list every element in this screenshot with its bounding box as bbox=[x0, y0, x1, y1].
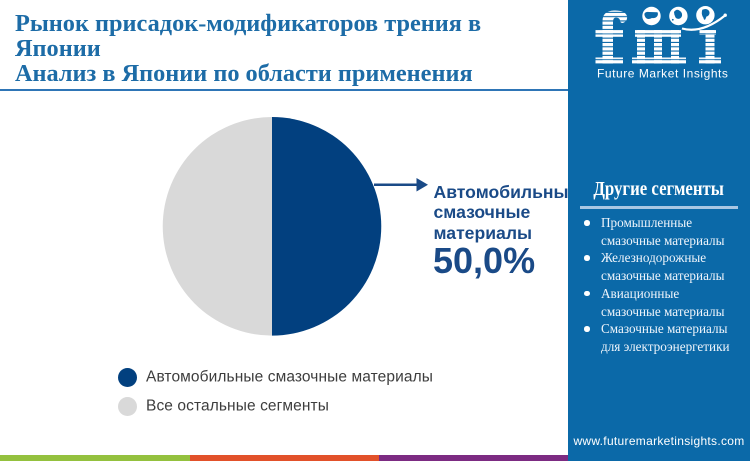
svg-text:Future Market Insights: Future Market Insights bbox=[597, 67, 728, 81]
